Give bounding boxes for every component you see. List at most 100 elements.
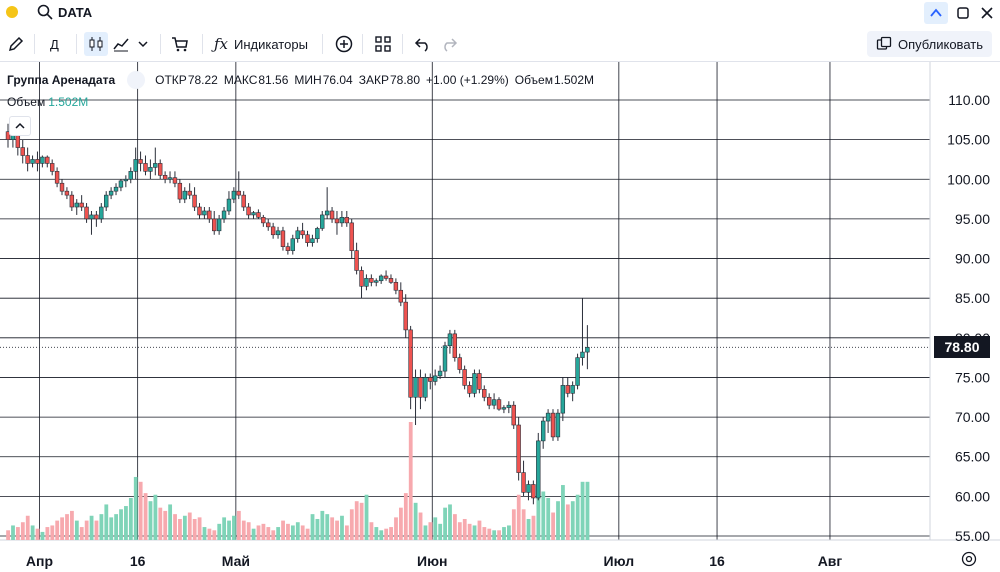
- candle-body: [74, 202, 79, 208]
- volume-bar: [35, 528, 40, 540]
- candle-body: [290, 238, 295, 251]
- redo-icon[interactable]: [440, 32, 458, 56]
- layout-grid-icon[interactable]: [374, 32, 392, 56]
- symbol-search-input[interactable]: DATA: [58, 5, 93, 20]
- volume-legend-label: Объем: [7, 95, 46, 109]
- candle-body: [15, 135, 21, 148]
- volume-bar: [565, 504, 570, 540]
- volume-bar: [580, 481, 585, 540]
- volume-bar: [281, 520, 285, 540]
- candle-body: [266, 222, 271, 228]
- volume-bar: [251, 528, 256, 540]
- candle-body: [315, 228, 320, 240]
- legend-toggle-button[interactable]: [9, 116, 31, 136]
- volume-bar: [40, 531, 45, 540]
- close-icon[interactable]: [978, 4, 996, 22]
- volume-bar: [428, 522, 433, 540]
- area-chart-icon[interactable]: [112, 32, 130, 56]
- y-tick-label: 65.00: [955, 449, 990, 465]
- candle-body: [310, 238, 315, 243]
- candle-body: [246, 206, 251, 216]
- toolbar-divider: [362, 34, 363, 54]
- volume-bar: [570, 501, 575, 540]
- pencil-icon[interactable]: [6, 32, 26, 56]
- volume-bar: [182, 515, 187, 540]
- volume-bar: [364, 494, 369, 540]
- candle-body: [69, 194, 75, 208]
- volume-bar: [212, 530, 217, 540]
- publish-icon: [876, 36, 892, 50]
- volume-bar: [340, 515, 344, 540]
- volume-bar: [84, 520, 89, 540]
- candle-body: [251, 212, 256, 216]
- volume-bar: [241, 520, 246, 540]
- volume-bar: [502, 527, 506, 540]
- settings-icon[interactable]: [127, 71, 146, 89]
- volume-bar: [354, 501, 359, 540]
- volume-bar: [438, 523, 443, 540]
- volume-bar: [25, 515, 30, 540]
- candle-body: [35, 159, 40, 164]
- volume-bar: [65, 514, 69, 540]
- candle-body: [94, 214, 99, 220]
- volume-bar: [173, 514, 177, 540]
- candle-body: [486, 396, 492, 406]
- candle-body: [364, 278, 369, 287]
- publish-button[interactable]: Опубликовать: [866, 31, 992, 57]
- volume-bar: [482, 527, 487, 540]
- volume-label: Объем: [514, 73, 553, 87]
- price-chart[interactable]: 110.00105.00100.0095.0090.0085.0080.0075…: [0, 62, 1000, 572]
- volume-bar: [305, 528, 310, 540]
- candle-body: [501, 407, 507, 410]
- maximize-icon[interactable]: [954, 4, 972, 22]
- candle-body: [256, 212, 261, 218]
- volume-bar: [138, 481, 143, 540]
- x-tick-label: 16: [130, 553, 146, 569]
- goto-realtime-icon[interactable]: [960, 550, 978, 568]
- search-icon[interactable]: [36, 3, 54, 21]
- candle-body: [329, 210, 335, 220]
- volume-bar: [467, 523, 472, 540]
- volume-bar: [453, 514, 457, 540]
- volume-bar: [217, 523, 222, 540]
- candle-body: [99, 206, 104, 220]
- candle-body: [374, 280, 379, 283]
- volume-bar: [192, 518, 197, 540]
- indicators-button[interactable]: ƒx Индикаторы: [214, 32, 308, 56]
- volume-bar: [359, 502, 364, 540]
- candle-body: [457, 357, 462, 370]
- candle-body: [575, 357, 580, 386]
- candle-body: [226, 198, 232, 212]
- volume-bar: [276, 527, 281, 540]
- chevron-down-icon[interactable]: [136, 32, 150, 56]
- volume-bar: [315, 518, 320, 540]
- candle-body: [305, 234, 310, 243]
- volume-bar: [423, 525, 428, 540]
- candle-body: [167, 177, 173, 180]
- candle-body: [172, 177, 178, 184]
- candle-body: [531, 484, 536, 499]
- volume-bar: [74, 520, 79, 540]
- volume-bar: [187, 512, 192, 540]
- volume-bar: [114, 514, 119, 540]
- chevron-up-icon: [15, 122, 25, 129]
- volume-bar: [325, 514, 330, 540]
- candle-body: [295, 230, 300, 240]
- candle-body: [320, 214, 325, 229]
- x-tick-label: Авг: [818, 553, 843, 569]
- candle-body: [133, 159, 138, 172]
- volume-bar: [227, 520, 231, 540]
- volume-bar: [462, 518, 467, 540]
- undo-icon[interactable]: [414, 32, 432, 56]
- collapse-button[interactable]: [924, 2, 948, 24]
- candle-body: [526, 484, 531, 493]
- candles-icon[interactable]: [84, 32, 108, 56]
- high-label: МАКС: [223, 73, 258, 87]
- add-circle-icon[interactable]: [334, 32, 354, 56]
- candle-body: [64, 190, 70, 196]
- candle-body: [25, 155, 30, 164]
- app-status-dot: [6, 6, 18, 18]
- interval-button[interactable]: Д: [50, 36, 59, 52]
- cart-icon[interactable]: [170, 32, 190, 56]
- candle-body: [354, 250, 359, 271]
